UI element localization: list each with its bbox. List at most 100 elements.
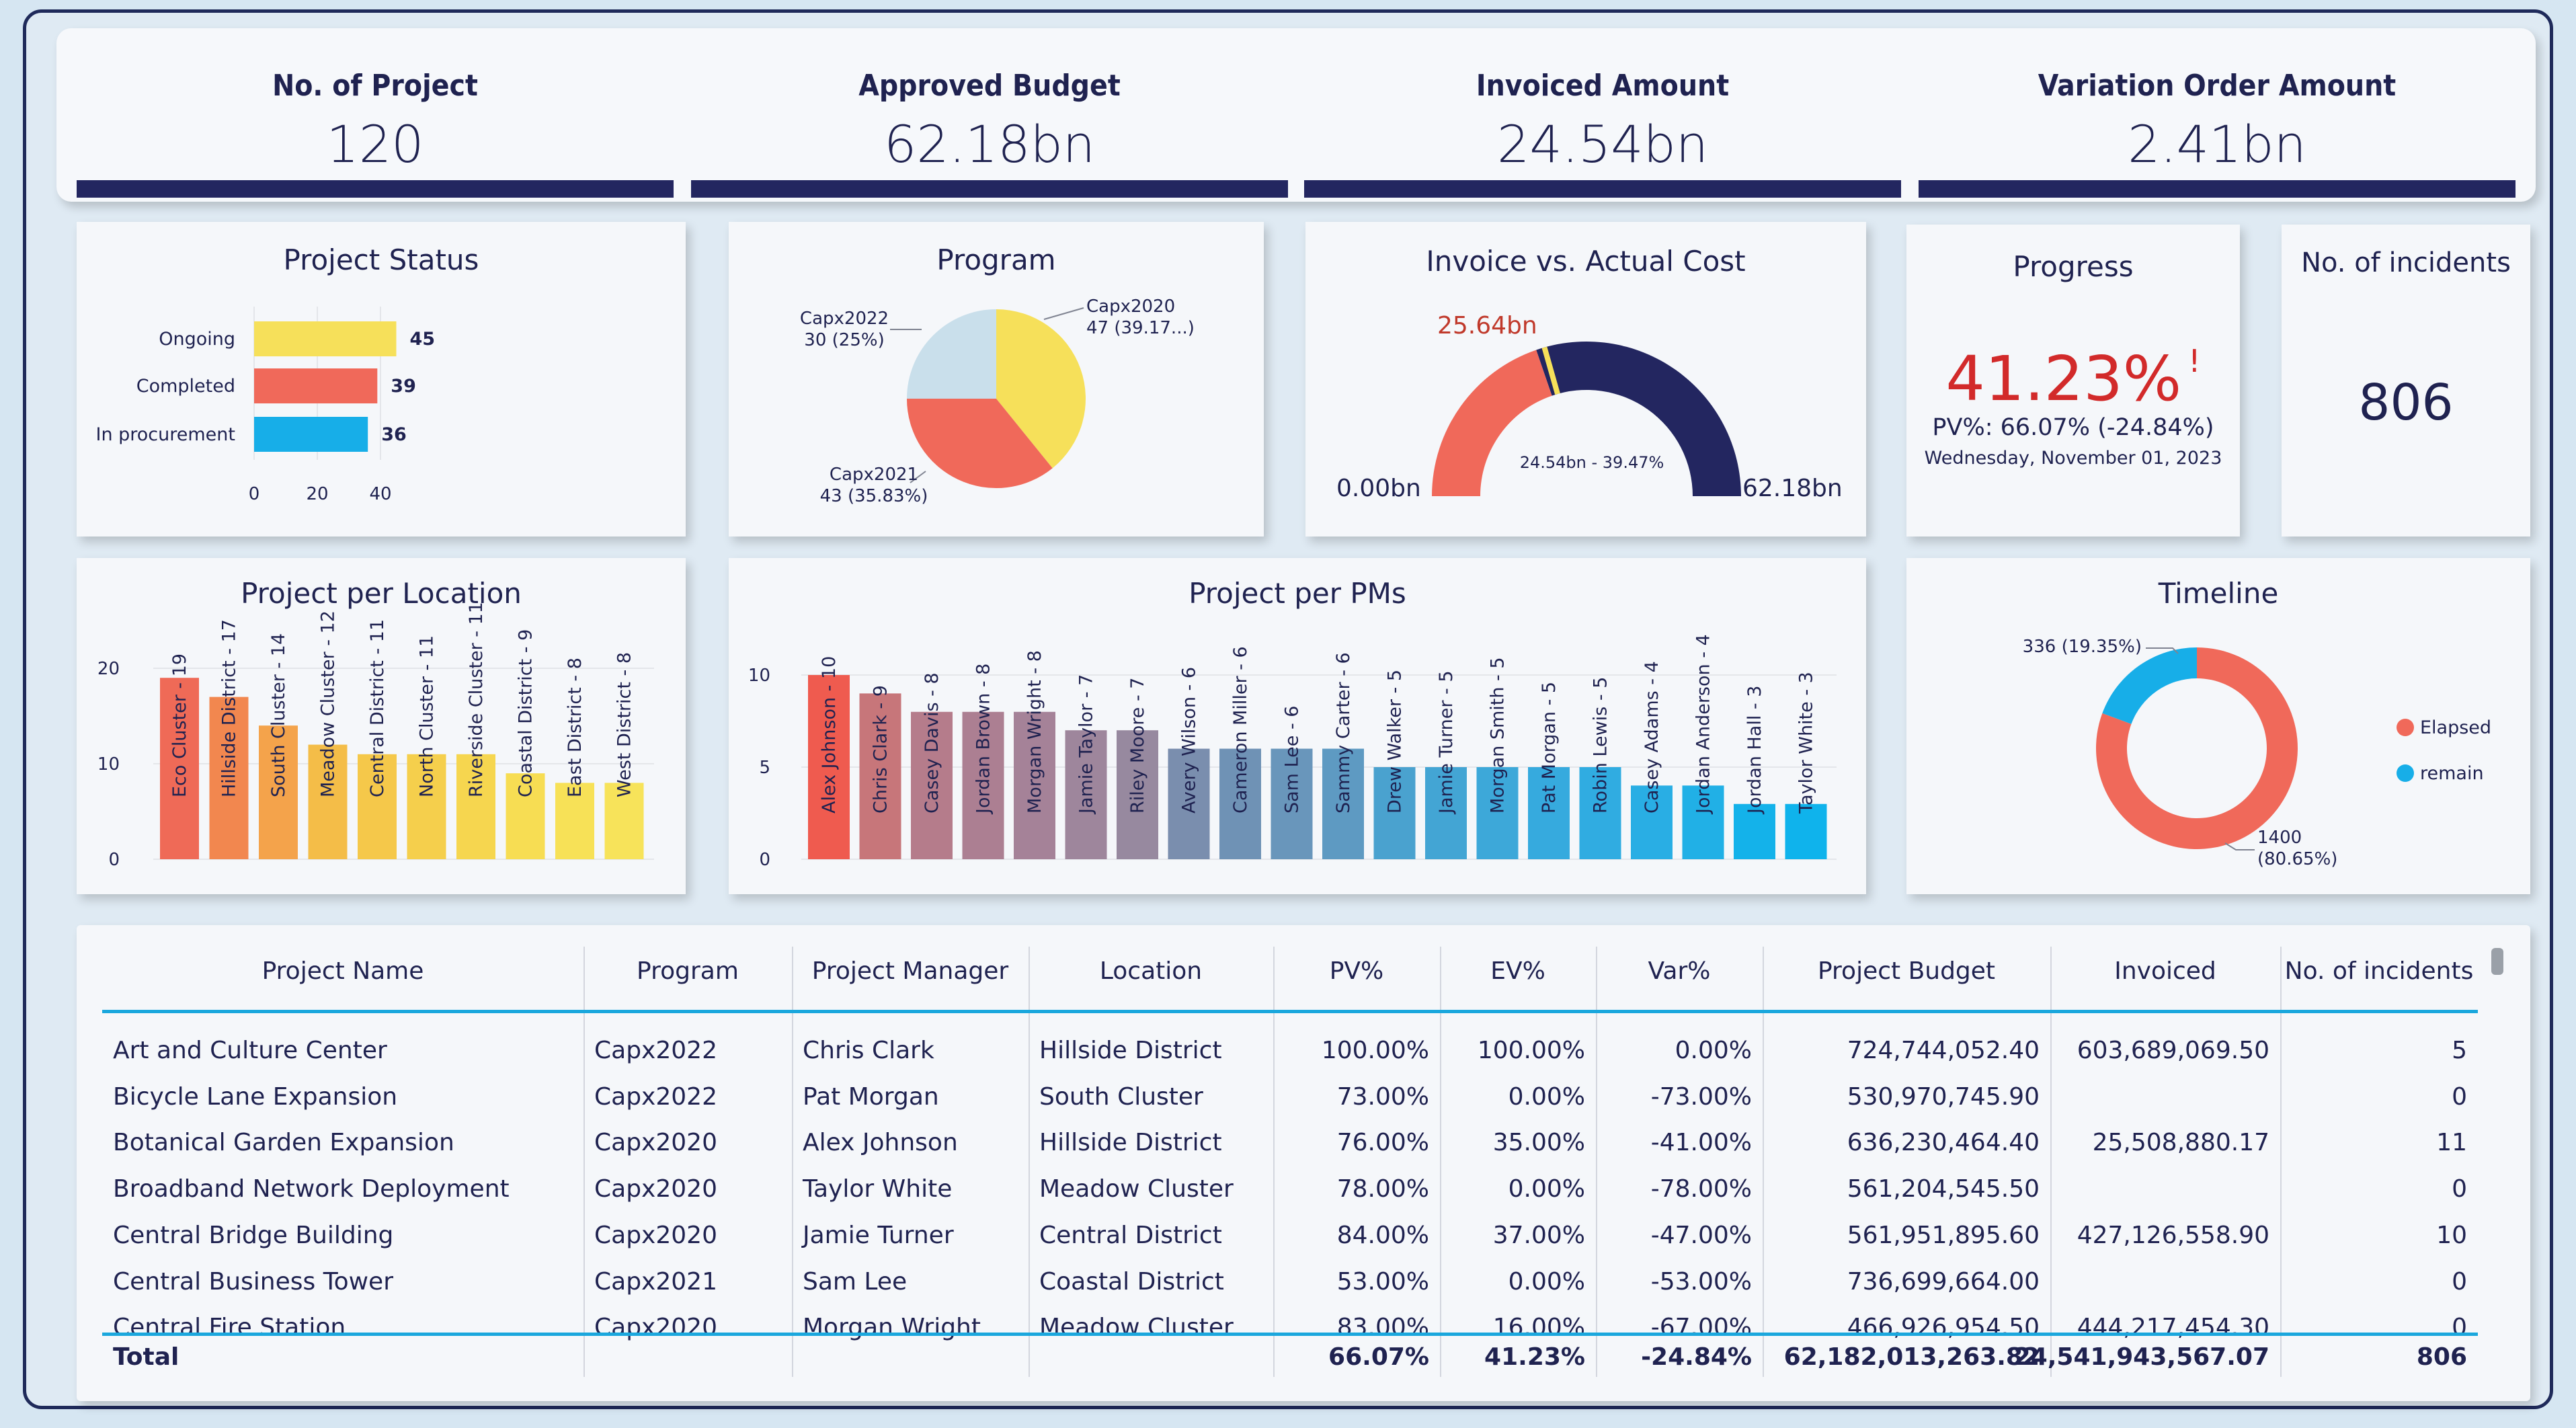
- kpi-value: 2.41bn: [2128, 114, 2306, 174]
- column-header[interactable]: Invoiced: [2114, 957, 2216, 985]
- donut-slice: [2102, 647, 2197, 724]
- table-cell: 62,182,013,263.82: [1783, 1343, 2040, 1371]
- table-cell: Bicycle Lane Expansion: [113, 1082, 398, 1111]
- project-status-card[interactable]: Project Status 0 20 40 Ongoing 45 Completed 39…: [77, 222, 686, 537]
- table-cell: Central Business Tower: [113, 1267, 394, 1296]
- table-cell: 736,699,664.00: [1847, 1267, 2040, 1296]
- table-cell: 53.00%: [1336, 1267, 1429, 1296]
- slice-value-label: 43 (35.83%): [820, 486, 928, 506]
- table-row[interactable]: Botanical Garden Expansion Capx2020 Alex J…: [102, 1129, 2478, 1169]
- table-cell: 0.00%: [1508, 1175, 1585, 1203]
- pms-card[interactable]: Project per PMs 0 5 10 Alex Johnson - 10 Chr…: [729, 558, 1866, 894]
- incidents-card[interactable]: No. of incidents 806: [2282, 225, 2530, 537]
- kpi-project-count[interactable]: No. of Project 120: [77, 28, 674, 202]
- table-row[interactable]: Central Business Tower Capx2021 Sam Lee Coa…: [102, 1268, 2478, 1308]
- gauge-min-label: 0.00bn: [1336, 475, 1421, 502]
- column-divider: [1596, 947, 1597, 1377]
- bar: [1631, 785, 1673, 859]
- column-divider: [1273, 947, 1275, 1377]
- bar: [1322, 748, 1364, 859]
- bar: [506, 773, 545, 859]
- bar-label: Jordan Hall - 3: [1744, 686, 1765, 815]
- column-header[interactable]: Location: [1099, 957, 1203, 985]
- table-row[interactable]: Art and Culture Center Capx2022 Chris Clar…: [102, 1037, 2478, 1077]
- table-cell: Capx2020: [594, 1221, 717, 1249]
- kpi-approved-budget[interactable]: Approved Budget 62.18bn: [691, 28, 1288, 202]
- bar-label: South Cluster - 14: [268, 633, 289, 797]
- table-row[interactable]: Bicycle Lane Expansion Capx2022 Pat Morgan…: [102, 1083, 2478, 1123]
- leader-line: [2146, 647, 2179, 654]
- bar: [254, 321, 397, 356]
- card-title: Timeline: [2158, 577, 2279, 610]
- bar-label: Casey Davis - 8: [922, 672, 942, 814]
- table-cell: Hillside District: [1039, 1129, 1222, 1157]
- program-card[interactable]: Program Capx2020 47 (39.17...) Capx2021 43 …: [729, 222, 1264, 537]
- slice-label: 336 (19.35%): [2023, 637, 2142, 657]
- column-divider: [792, 947, 793, 1377]
- bar: [259, 725, 298, 859]
- table-cell: Hillside District: [1039, 1037, 1222, 1064]
- column-header[interactable]: Project Name: [261, 957, 424, 985]
- slice-label: Capx2021: [830, 465, 918, 485]
- timeline-card[interactable]: Timeline 336 (19.35%) 1400 (80.65%) Elapsed…: [1906, 558, 2530, 894]
- table-cell: Art and Culture Center: [113, 1037, 387, 1064]
- bar: [1682, 785, 1724, 859]
- table-scrollbar[interactable]: [2491, 948, 2503, 975]
- bar: [962, 711, 1004, 859]
- bar: [358, 754, 397, 859]
- kpi-underline: [1304, 180, 1901, 198]
- table-cell: 76.00%: [1336, 1129, 1429, 1157]
- location-card[interactable]: Project per Location 0 10 20 Eco Cluster - …: [77, 558, 686, 894]
- gauge-center-label: 24.54bn - 39.47%: [1520, 453, 1664, 472]
- kpi-underline: [77, 180, 674, 198]
- bar: [254, 368, 378, 403]
- column-header[interactable]: Project Manager: [811, 957, 1009, 985]
- bar: [911, 711, 953, 859]
- table-cell: 16.00%: [1492, 1314, 1585, 1342]
- timeline-chart: 336 (19.35%) 1400(80.65%) Elapsed remain: [2023, 637, 2491, 869]
- table-cell: 0.00%: [1508, 1082, 1585, 1111]
- bar: [209, 697, 249, 859]
- invoice-cost-card[interactable]: Invoice vs. Actual Cost 25.64bn 24.54bn -…: [1305, 222, 1866, 537]
- table-cell: Meadow Cluster: [1039, 1314, 1234, 1342]
- table-cell: Alex Johnson: [803, 1129, 958, 1157]
- table-cell: Total: [113, 1343, 179, 1371]
- bar: [1734, 803, 1775, 859]
- location-chart: 0 10 20 Eco Cluster - 19 Hillside District -…: [97, 602, 654, 870]
- table-cell: 444,217,454.30: [2077, 1314, 2269, 1342]
- column-header[interactable]: EV%: [1490, 957, 1545, 985]
- column-header[interactable]: Program: [637, 957, 739, 985]
- table-cell: Morgan Wright: [803, 1314, 981, 1342]
- bar: [1219, 748, 1261, 859]
- bar: [555, 783, 594, 859]
- projects-table-card[interactable]: [77, 925, 2530, 1401]
- bar: [1168, 748, 1210, 859]
- progress-date: Wednesday, November 01, 2023: [1924, 448, 2222, 469]
- card-title: Project Status: [283, 243, 479, 276]
- table-row[interactable]: Broadband Network Deployment Capx2020 Tayl…: [102, 1175, 2478, 1216]
- bar-label: Hillside District - 17: [219, 619, 240, 797]
- bar: [1373, 767, 1416, 859]
- bar-label: Morgan Smith - 5: [1488, 657, 1508, 814]
- bar-label: Taylor White - 3: [1796, 672, 1817, 814]
- kpi-variation-order[interactable]: Variation Order Amount 2.41bn: [1919, 28, 2515, 202]
- bar-label: Alex Johnson - 10: [819, 656, 840, 814]
- progress-card[interactable]: Progress 41.23%! PV%: 66.07% (-24.84%) W…: [1906, 225, 2240, 537]
- table-cell: Capx2022: [594, 1037, 717, 1064]
- table-cell: Broadband Network Deployment: [113, 1175, 510, 1203]
- table-row[interactable]: Central Bridge Building Capx2020 Jamie Tur…: [102, 1222, 2478, 1262]
- bar: [859, 693, 901, 859]
- table-cell: 78.00%: [1336, 1175, 1429, 1203]
- column-header[interactable]: Var%: [1648, 957, 1711, 985]
- total-divider: [102, 1333, 2478, 1336]
- kpi-value: 24.54bn: [1497, 114, 1708, 174]
- column-header[interactable]: PV%: [1329, 957, 1384, 985]
- slice-label: Capx2020: [1086, 296, 1175, 317]
- table-row[interactable]: Central Fire Station Capx2020 Morgan Wrigh…: [102, 1314, 2478, 1354]
- table-cell: Botanical Garden Expansion: [113, 1129, 454, 1157]
- column-header[interactable]: No. of incidents: [2284, 957, 2474, 985]
- table-cell: Central District: [1039, 1221, 1222, 1249]
- table-cell: -78.00%: [1650, 1175, 1752, 1203]
- kpi-invoiced-amount[interactable]: Invoiced Amount 24.54bn: [1304, 28, 1901, 202]
- column-header[interactable]: Project Budget: [1817, 957, 1996, 985]
